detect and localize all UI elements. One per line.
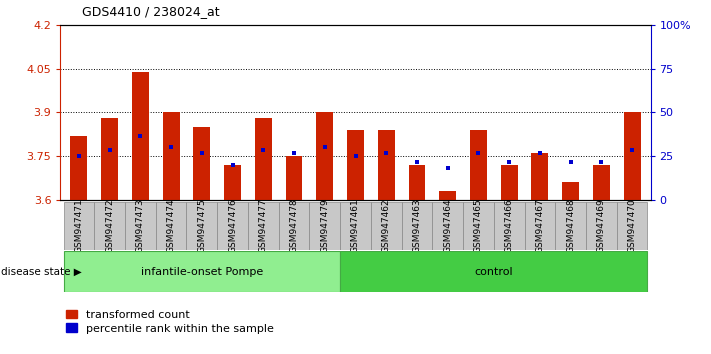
Text: GSM947462: GSM947462 [382,198,391,253]
Bar [224,165,241,200]
Text: GSM947465: GSM947465 [474,198,483,253]
Text: GSM947470: GSM947470 [628,198,636,253]
Bar [70,136,87,200]
Bar [624,113,641,200]
Text: GSM947474: GSM947474 [166,198,176,253]
Bar [593,165,610,200]
Text: GSM947479: GSM947479 [320,198,329,253]
Bar [432,202,463,250]
Bar [132,72,149,200]
Point [626,148,638,153]
Bar [101,118,118,200]
Text: GSM947469: GSM947469 [597,198,606,253]
Text: GSM947471: GSM947471 [75,198,83,253]
Point [196,150,208,156]
Bar [217,202,248,250]
Text: GSM947463: GSM947463 [412,198,422,253]
Bar [156,202,186,250]
Point [503,159,515,165]
Text: GSM947467: GSM947467 [535,198,545,253]
Point [73,153,85,159]
Bar [562,182,579,200]
Point [596,159,607,165]
Bar [186,202,217,250]
Legend: transformed count, percentile rank within the sample: transformed count, percentile rank withi… [66,310,274,333]
Bar [255,118,272,200]
Bar [402,202,432,250]
Point [534,150,545,156]
Text: GDS4410 / 238024_at: GDS4410 / 238024_at [82,5,220,18]
Bar [531,153,548,200]
Point [319,145,331,150]
Bar [248,202,279,250]
Bar [309,202,340,250]
Point [411,159,422,165]
Bar [616,202,648,250]
Point [473,150,484,156]
Text: GSM947475: GSM947475 [198,198,206,253]
Text: GSM947461: GSM947461 [351,198,360,253]
Text: GSM947472: GSM947472 [105,198,114,253]
Text: infantile-onset Pompe: infantile-onset Pompe [141,267,263,277]
Bar [494,202,525,250]
Bar [63,202,95,250]
Bar [347,130,364,200]
Point [442,165,454,171]
Bar [501,165,518,200]
Bar [95,202,125,250]
Text: control: control [474,267,513,277]
Point [350,153,361,159]
Bar [586,202,616,250]
Text: GSM947468: GSM947468 [566,198,575,253]
Bar [439,191,456,200]
Point [289,150,300,156]
Text: GSM947464: GSM947464 [443,198,452,253]
Bar [463,202,494,250]
Bar [409,165,425,200]
Bar [286,156,302,200]
Bar [340,202,371,250]
Bar [163,113,180,200]
Point [227,162,238,168]
Bar [316,113,333,200]
Point [166,145,177,150]
Text: disease state ▶: disease state ▶ [1,267,82,277]
Text: GSM947466: GSM947466 [505,198,513,253]
Bar [340,251,648,292]
Bar [371,202,402,250]
Point [104,148,115,153]
Bar [193,127,210,200]
Bar [63,251,340,292]
Bar [279,202,309,250]
Text: GSM947476: GSM947476 [228,198,237,253]
Bar [525,202,555,250]
Point [134,133,146,139]
Point [257,148,269,153]
Text: GSM947477: GSM947477 [259,198,268,253]
Text: GSM947473: GSM947473 [136,198,145,253]
Bar [470,130,487,200]
Bar [125,202,156,250]
Text: GSM947478: GSM947478 [289,198,299,253]
Point [380,150,392,156]
Bar [378,130,395,200]
Point [565,159,577,165]
Bar [555,202,586,250]
